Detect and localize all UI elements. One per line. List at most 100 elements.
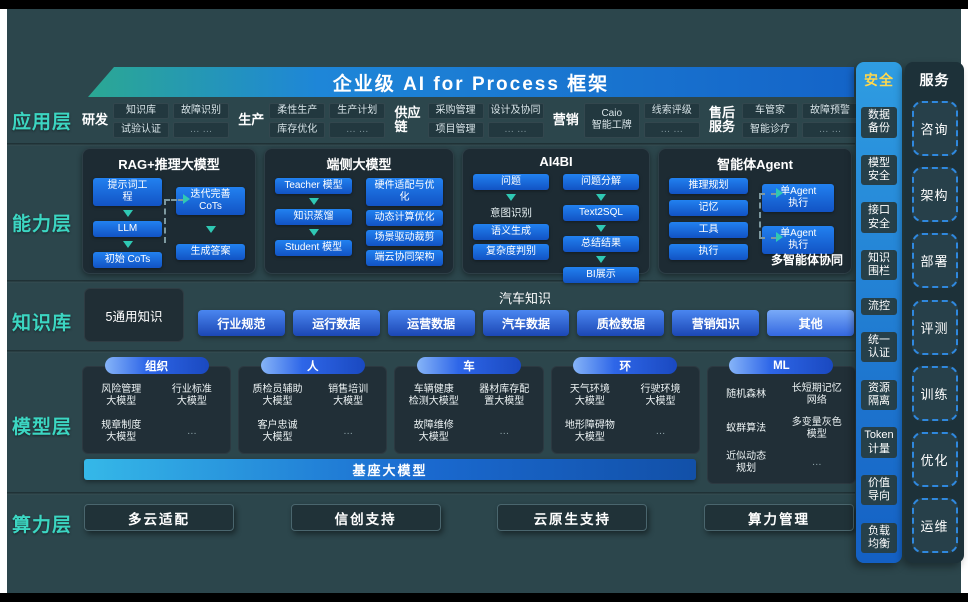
security-item: 流控 (861, 297, 897, 315)
app-item: 智能诊疗 (741, 121, 798, 138)
knowledge-pill-row: 行业规范 运行数据 运营数据 汽车数据 质检数据 营销知识 其他 (198, 310, 855, 336)
capability-box-title: AI4BI (539, 154, 573, 169)
model-group-box: 风险管理 大模型 行业标准 大模型 规章制度 大模型… (82, 366, 232, 454)
layer-label-capability: 能力层 (12, 214, 73, 235)
model-group-box: 天气环境 大模型 行驶环境 大模型 地形障碍物 大模型… (550, 366, 700, 454)
layer-label-knowledge: 知识库 (12, 313, 73, 334)
compute-layer-row: 多云适配 信创支持 云原生支持 算力管理 (84, 504, 854, 531)
service-header: 服务 (919, 72, 950, 88)
compute-item: 云原生支持 (497, 504, 648, 531)
app-item: Caio 智能工牌 (583, 102, 640, 138)
model-item: 随机森林 (726, 388, 767, 400)
app-item: 设计及协同 (487, 102, 544, 119)
model-item: 客户忠诚 大模型 (257, 419, 298, 444)
knowledge-general-box: 5通用知识 (84, 288, 184, 342)
model-item: 天气环境 大模型 (569, 383, 610, 408)
capability-column: 迭代完善 CoTs 生成答案 (176, 178, 245, 268)
model-item: 蚁群算法 (726, 422, 767, 434)
banner: 企业级 AI for Process 框架 (88, 67, 854, 97)
flow-step: 生成答案 (176, 244, 245, 260)
connector-line (758, 237, 777, 239)
capability-box: 端侧大模型 Teacher 模型 知识蒸馏 Student 模型 硬件适配与优 化动态计… (264, 148, 454, 274)
capability-columns: 推理规划 记忆 工具 执行 单Agent 执行 单Agent 执行 (667, 178, 843, 260)
app-item: 试验认证 (113, 121, 170, 138)
model-item: 地形障碍物 大模型 (564, 419, 615, 444)
model-item: 器材库存配 置大模型 (479, 383, 530, 408)
service-item: 咨询 (911, 101, 958, 157)
layer-divider (7, 350, 855, 353)
app-item: … … (801, 121, 858, 138)
model-item: 质检员辅助 大模型 (252, 383, 303, 408)
arrow-down-icon (122, 210, 133, 217)
security-item: 知识 围栏 (861, 250, 897, 281)
security-item: 负载 均衡 (861, 522, 897, 553)
service-item: 训练 (911, 365, 958, 421)
capability-columns: 提示词工 程 LLM 初始 CoTs 迭代完善 CoTs 生成答案 (91, 178, 247, 268)
arrow-down-icon (596, 225, 606, 232)
capability-box: RAG+推理大模型 提示词工 程 LLM 初始 CoTs 迭代完善 CoTs 生成答案 (82, 148, 256, 274)
app-item: 柔性生产 (269, 102, 326, 119)
app-group: 营销 Caio 智能工牌 线索评级 … … (552, 102, 700, 138)
capability-column: 推理规划 记忆 工具 执行 (669, 178, 749, 260)
app-item: 故障预警 (801, 102, 858, 119)
model-group-pill: 组织 (104, 357, 209, 374)
app-group-items: 知识库 故障识别 试验认证… … (113, 102, 230, 138)
flow-step: 动态计算优化 (366, 210, 443, 226)
capability-column: 提示词工 程 LLM 初始 CoTs (93, 178, 162, 268)
model-group-pill: 车 (417, 357, 521, 374)
app-item: … … (487, 121, 544, 138)
model-item: 车辆健康 检测大模型 (408, 383, 459, 408)
connector-line (163, 199, 184, 201)
app-item: 生产计划 (329, 102, 386, 119)
app-group: 售后服务 车管家 故障预警 智能诊疗… … (709, 102, 858, 138)
arrow-down-icon (308, 198, 319, 205)
app-group-label: 生产 (238, 111, 265, 127)
model-group: 人质检员辅助 大模型 销售培训 大模型 客户忠诚 大模型… (238, 357, 388, 454)
knowledge-pill: 其他 (767, 310, 855, 336)
base-model-bar: 基座大模型 (84, 459, 696, 480)
service-item: 评测 (911, 299, 958, 355)
model-group-pill: ML (729, 357, 834, 374)
app-item: … … (173, 121, 230, 138)
flow-step: 记忆 (669, 200, 749, 216)
app-group-label: 营销 (552, 111, 579, 127)
capability-box-title: 智能体Agent (717, 157, 793, 172)
security-item: Token 计量 (861, 427, 897, 458)
model-group-pill: 环 (573, 357, 678, 374)
flow-step: BI展示 (563, 267, 639, 283)
security-item: 数据 备份 (861, 107, 897, 138)
knowledge-pill: 质检数据 (577, 310, 665, 336)
model-item: 行业标准 大模型 (171, 383, 212, 408)
flow-step: 端云协同架构 (366, 250, 443, 266)
model-group-box: 随机森林 长短期记忆 网络 蚁群算法 多变量灰色 模型 近似动态 规划… (706, 366, 857, 484)
model-item: 行驶环境 大模型 (640, 383, 681, 408)
flow-step: 场景驱动裁剪 (366, 230, 443, 246)
arrow-down-icon (205, 226, 216, 233)
service-item: 优化 (911, 431, 958, 487)
app-item: 项目管理 (427, 121, 484, 138)
flow-step: 提示词工 程 (93, 178, 162, 206)
arrow-down-icon (596, 256, 606, 263)
security-item: 统一 认证 (861, 332, 897, 363)
model-item: 近似动态 规划 (726, 450, 767, 475)
layer-divider (7, 492, 855, 495)
flow-step: 总结结果 (563, 236, 639, 252)
app-group: 研发 知识库 故障识别 试验认证… … (82, 102, 230, 138)
flow-step: 语义生成 (473, 224, 549, 240)
app-item: … … (329, 121, 386, 138)
app-item: 线索评级 (643, 102, 700, 119)
capability-column: 问题分解 Text2SQL 总结结果 BI展示 (563, 174, 639, 283)
security-item: 价值 导向 (861, 474, 897, 506)
app-group-items: 车管家 故障预警 智能诊疗… … (741, 102, 858, 138)
capability-box: AI4BI 问题 意图识别 语义生成 复杂度判别 问题分解 Text2SQL 总结结果 BI展示 (462, 148, 650, 283)
layer-label-compute: 算力层 (12, 515, 73, 536)
app-group-label: 研发 (82, 111, 109, 127)
layer-divider (7, 280, 855, 283)
app-item: 故障识别 (173, 102, 230, 119)
model-group: 组织 风险管理 大模型 行业标准 大模型 规章制度 大模型… (82, 357, 232, 454)
arrow-right-icon (182, 194, 190, 204)
flow-step: 推理规划 (669, 178, 749, 194)
layer-label-app: 应用层 (12, 112, 73, 133)
security-header: 安全 (864, 72, 894, 88)
